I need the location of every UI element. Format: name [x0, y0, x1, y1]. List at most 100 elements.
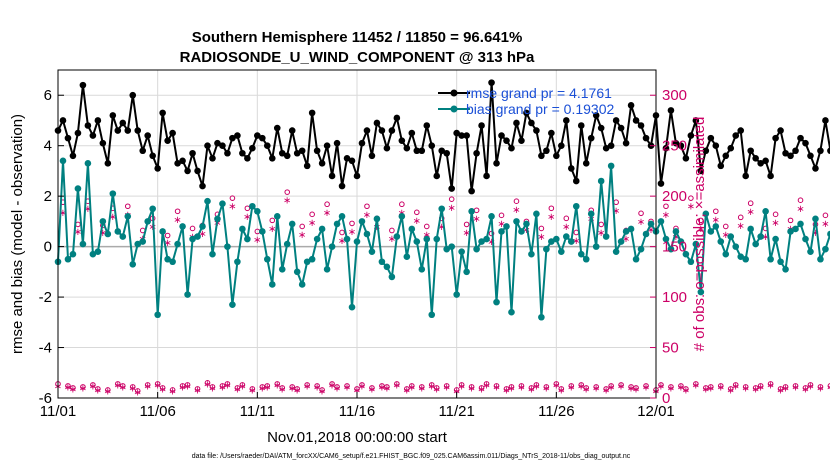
obs-possible-point — [314, 383, 320, 389]
obs-possible-point — [384, 384, 390, 390]
rmse-point — [204, 142, 211, 149]
rmse-point — [787, 152, 794, 160]
obs-possible-point — [533, 382, 540, 388]
obs-assimilated-point: ∗ — [522, 225, 530, 236]
y-tick-label: 4 — [44, 138, 52, 155]
rmse-point — [548, 129, 555, 137]
rmse-point — [219, 142, 226, 149]
obs-possible-point — [817, 384, 824, 390]
obs-assimilated-point: ∗ — [433, 384, 441, 395]
bias-point — [189, 235, 196, 243]
rmse-point — [124, 127, 132, 134]
obs-assimilated-point: ∗ — [328, 380, 336, 391]
obs-possible-point — [299, 223, 305, 230]
obs-assimilated-point: ∗ — [572, 236, 580, 247]
obs-assimilated-point: ∗ — [766, 380, 774, 391]
obs-assimilated-point: ∗ — [134, 387, 142, 398]
rmse-point — [313, 147, 321, 155]
obs-possible-point — [448, 196, 455, 202]
y2-tick-label: 200 — [662, 188, 687, 205]
legend-bias-label: bias grand pr = 0.19302 — [466, 101, 614, 117]
rmse-point — [468, 187, 475, 195]
obs-assimilated-point: ∗ — [423, 230, 431, 241]
obs-assimilated-point: ∗ — [193, 385, 201, 396]
obs-assimilated-point: ∗ — [243, 212, 251, 223]
rmse-point — [89, 132, 97, 139]
obs-possible-point — [548, 205, 555, 212]
bias-point — [244, 235, 251, 243]
bias-point — [418, 266, 426, 273]
rmse-point — [363, 127, 371, 134]
obs-possible-point — [493, 383, 500, 389]
obs-assimilated-point: ∗ — [627, 383, 635, 394]
y-axis-label: rmse and bias (model - observation) — [9, 114, 26, 354]
obs-assimilated-point: ∗ — [672, 232, 680, 243]
bias-point — [119, 233, 127, 240]
obs-assimilated-point: ∗ — [208, 383, 216, 394]
rmse-point — [154, 165, 161, 172]
obs-assimilated-point: ∗ — [622, 234, 630, 245]
rmse-point — [353, 172, 361, 180]
y2-tick-label: 250 — [662, 138, 687, 155]
bias-point — [174, 240, 181, 248]
obs-assimilated-point: ∗ — [816, 383, 824, 394]
rmse-point — [333, 139, 341, 147]
bias-point — [642, 230, 650, 238]
bias-point — [657, 218, 665, 225]
rmse-point — [59, 117, 67, 124]
y-tick-label: -4 — [39, 340, 52, 357]
obs-possible-point — [154, 381, 161, 387]
obs-possible-point — [538, 225, 545, 232]
obs-possible-point — [822, 212, 829, 219]
obs-assimilated-point: ∗ — [153, 380, 161, 391]
obs-possible-point — [269, 217, 276, 224]
obs-assimilated-point: ∗ — [751, 384, 759, 395]
bias-point — [204, 197, 211, 205]
rmse-point — [707, 134, 715, 142]
obs-assimilated-point: ∗ — [746, 207, 754, 218]
bias-point — [283, 240, 291, 248]
obs-assimilated-point: ∗ — [632, 384, 640, 395]
obs-assimilated-point: ∗ — [532, 381, 540, 392]
rmse-point — [74, 129, 82, 137]
obs-possible-point — [95, 386, 101, 392]
obs-assimilated-point: ∗ — [597, 228, 605, 239]
rmse-point — [582, 160, 590, 167]
obs-assimilated-point: ∗ — [74, 227, 82, 238]
series-layer: ∗∗∗∗∗∗∗∗∗∗∗∗∗∗ ∗∗∗∗∗∗∗∗∗∗∗ ∗∗∗∗∗∗∗∗∗∗∗∗∗∗∗… — [54, 79, 830, 398]
obs-possible-point — [727, 386, 734, 392]
rmse-point — [259, 134, 266, 142]
obs-possible-point — [483, 381, 490, 387]
obs-assimilated-point: ∗ — [821, 219, 829, 230]
obs-assimilated-point: ∗ — [263, 382, 271, 393]
bias-point — [513, 218, 520, 225]
obs-possible-point — [244, 205, 251, 212]
obs-assimilated-point: ∗ — [811, 228, 819, 239]
rmse-point — [602, 144, 610, 152]
rmse-point — [782, 149, 789, 157]
bias-point — [134, 240, 142, 248]
rmse-point — [244, 155, 251, 162]
bias-point — [722, 250, 730, 258]
obs-assimilated-point: ∗ — [408, 382, 416, 393]
obs-assimilated-point: ∗ — [781, 383, 789, 394]
rmse-point — [757, 160, 764, 167]
obs-possible-point — [703, 385, 709, 391]
rmse-point — [423, 122, 431, 129]
rmse-point — [338, 182, 346, 190]
rmse-point — [453, 129, 460, 137]
bias-point — [558, 248, 565, 255]
obs-assimilated-point: ∗ — [557, 385, 565, 396]
obs-possible-point — [404, 386, 410, 392]
obs-assimilated-point: ∗ — [119, 382, 127, 393]
obs-possible-point — [309, 211, 315, 218]
obs-assimilated-point: ∗ — [368, 384, 376, 395]
bias-point — [617, 238, 625, 245]
bias-point — [478, 238, 485, 245]
rmse-point — [483, 172, 490, 180]
obs-possible-point — [708, 384, 714, 390]
rmse-point — [159, 109, 166, 117]
obs-assimilated-point: ∗ — [512, 205, 520, 216]
obs-assimilated-point: ∗ — [447, 203, 455, 214]
obs-possible-point — [578, 382, 585, 388]
